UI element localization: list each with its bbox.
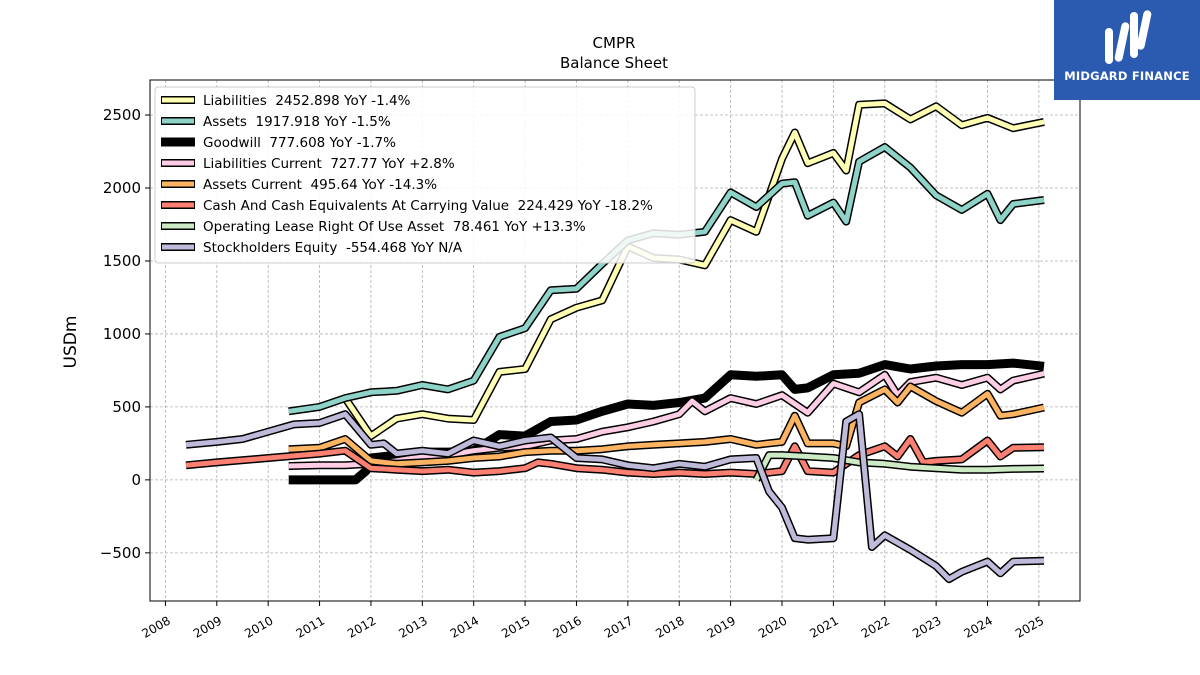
y-tick-label: 1000 — [103, 325, 141, 343]
series-line — [288, 384, 1045, 467]
series-line — [288, 144, 1045, 414]
y-tick-label: 1500 — [103, 252, 141, 270]
legend-entry-label: Goodwill 777.608 YoY -1.7% — [203, 135, 396, 151]
legend-entry-label: Stockholders Equity -554.468 YoY N/A — [203, 240, 463, 256]
legend-entry-label: Cash And Cash Equivalents At Carrying Va… — [203, 198, 653, 214]
series-line — [343, 100, 1045, 439]
plot-frame — [149, 79, 1081, 602]
y-tick-label: 2000 — [103, 179, 141, 197]
y-tick-label: 500 — [112, 398, 141, 416]
series-line — [185, 411, 1045, 582]
brand-name: MIDGARD FINANCE — [1064, 69, 1190, 83]
y-tick-label: 0 — [131, 471, 141, 489]
legend-box — [154, 86, 696, 264]
legend-entry-label: Assets 1917.918 YoY -1.5% — [203, 114, 391, 130]
legend: Liabilities 2452.898 YoY -1.4% Assets 191… — [154, 86, 696, 264]
brand-logo: MIDGARD FINANCE — [1054, 0, 1200, 100]
y-tick-label: 2500 — [103, 106, 141, 124]
series-line — [185, 436, 1045, 477]
series-line — [754, 452, 1045, 482]
series-line — [288, 371, 1045, 469]
legend-entry-label: Assets Current 495.64 YoY -14.3% — [203, 177, 437, 193]
legend-entry-label: Operating Lease Right Of Use Asset 78.46… — [203, 219, 586, 235]
y-axis-label: USDm — [61, 316, 81, 369]
chart-title: CMPR — [593, 34, 636, 52]
chart-subtitle: Balance Sheet — [560, 54, 668, 72]
series-lines — [185, 99, 1045, 584]
legend-entry-label: Liabilities Current 727.77 YoY +2.8% — [203, 156, 455, 172]
legend-entry-label: Liabilities 2452.898 YoY -1.4% — [203, 93, 411, 109]
y-tick-label: −500 — [100, 544, 141, 562]
brand-mark-icon — [1105, 10, 1152, 64]
